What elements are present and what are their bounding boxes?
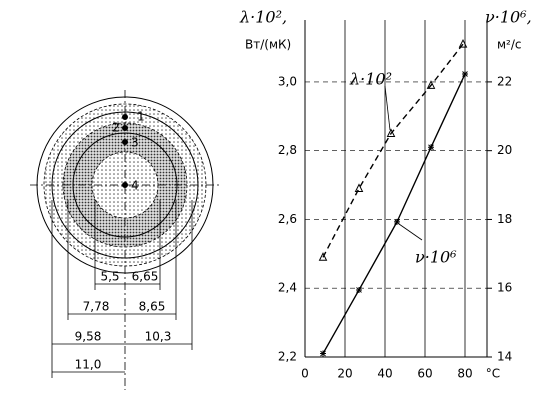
data-point	[320, 350, 326, 357]
y2-axis-title: ν·10⁶,	[485, 8, 532, 27]
dimension-label: 9,58	[75, 330, 102, 344]
label-leader	[398, 223, 423, 241]
data-point	[394, 218, 400, 225]
point-label: 3	[131, 136, 139, 150]
x-axis-title: °C	[486, 367, 500, 381]
point-label: 4	[131, 179, 139, 193]
x-tick-label: 0	[301, 367, 309, 381]
data-point	[462, 70, 468, 77]
series-label: λ·10²	[349, 70, 392, 89]
data-point	[318, 252, 328, 261]
dimension-label: 10,3	[145, 330, 172, 344]
y2-tick-label: 18	[497, 212, 512, 226]
dimension-label: 6,65	[132, 270, 159, 284]
data-point	[426, 80, 436, 89]
y2-tick-label: 20	[497, 143, 512, 157]
data-line	[322, 43, 464, 258]
y-tick-label: 2,2	[278, 350, 297, 364]
data-line	[322, 73, 466, 354]
y2-tick-label: 22	[497, 74, 512, 88]
y2-tick-label: 14	[497, 350, 512, 364]
dimension-label: 8,65	[139, 300, 166, 314]
dimension-label: 11,0	[75, 358, 102, 372]
data-point	[386, 128, 396, 137]
point-label: 1	[137, 110, 145, 124]
cross-section	[30, 90, 220, 390]
y2-tick-label: 16	[497, 281, 512, 295]
y-tick-label: 3,0	[278, 74, 297, 88]
y-tick-label: 2,6	[278, 212, 297, 226]
y-axis-title: λ·10²,	[239, 8, 287, 27]
dimension-label: 7,78	[83, 300, 110, 314]
data-point	[428, 144, 434, 151]
point-label: 2	[112, 121, 120, 135]
y-tick-label: 2,8	[278, 143, 297, 157]
label-leader	[384, 85, 391, 131]
y-tick-label: 2,4	[278, 281, 297, 295]
series-label: ν·10⁶	[415, 248, 457, 267]
dimension-label: 5,5	[100, 270, 119, 284]
y-axis-unit: Вт/(мК)	[245, 38, 291, 52]
data-point	[458, 38, 468, 48]
data-point	[356, 286, 362, 293]
x-tick-label: 60	[417, 367, 432, 381]
data-point	[354, 183, 364, 192]
y2-axis-unit: м²/с	[497, 38, 522, 52]
x-tick-label: 20	[337, 367, 352, 381]
x-tick-label: 40	[377, 367, 392, 381]
x-tick-label: 80	[457, 367, 472, 381]
